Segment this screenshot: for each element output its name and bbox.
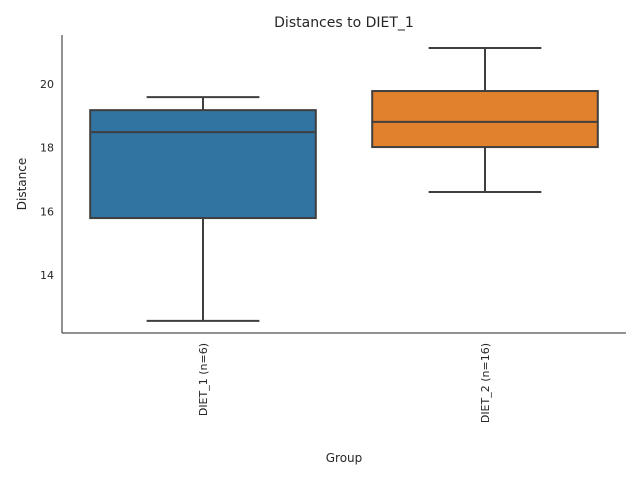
y-tick-label: 16	[40, 205, 54, 218]
y-tick-label: 14	[40, 269, 54, 282]
box-iqr	[371, 90, 599, 149]
chart-title: Distances to DIET_1	[274, 15, 414, 31]
x-axis-label: Group	[326, 451, 363, 465]
box-1	[89, 96, 317, 322]
x-tick-label: DIET_1 (n=6)	[197, 343, 210, 416]
box-2	[371, 47, 599, 193]
y-tick-label: 18	[40, 142, 54, 155]
box-iqr	[89, 109, 317, 220]
x-tick-label: DIET_2 (n=16)	[479, 343, 492, 423]
y-axis-label: Distance	[15, 158, 29, 210]
y-tick-label: 20	[40, 78, 54, 91]
